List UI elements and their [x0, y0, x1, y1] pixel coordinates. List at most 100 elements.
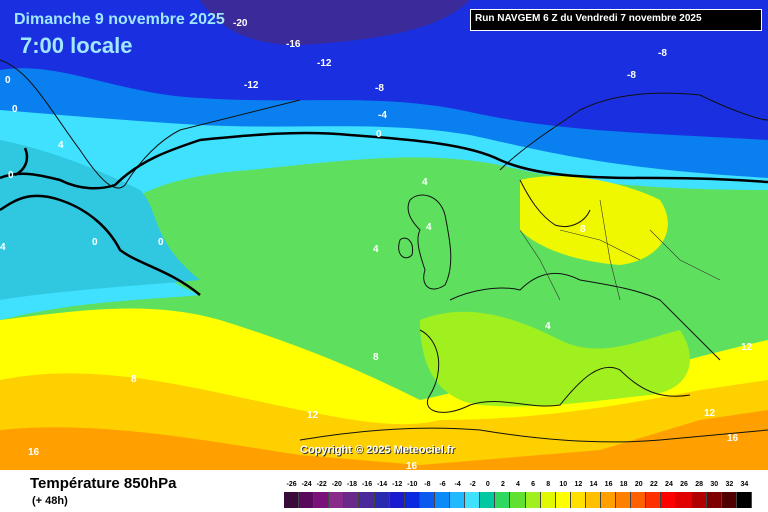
field-purple — [200, 0, 470, 45]
isotherm-label: 4 — [0, 242, 6, 253]
legend-value: -6 — [439, 481, 446, 488]
isotherm-label: -12 — [317, 58, 332, 69]
legend-swatch — [585, 492, 601, 508]
legend-swatch — [525, 492, 541, 508]
isotherm-label: 4 — [373, 244, 379, 255]
legend-value: 2 — [500, 481, 505, 488]
temperature-map: -20 -16 -12 -12 -8 -8 -8 -4 0 0 0 0 0 4 … — [0, 0, 768, 470]
isotherm-label: 12 — [704, 408, 716, 419]
legend-value: 14 — [589, 481, 598, 488]
isotherm-label: 12 — [307, 410, 319, 421]
legend-value: 6 — [531, 481, 536, 488]
isotherm-label: -12 — [244, 80, 259, 91]
legend-swatch — [314, 492, 330, 508]
legend-swatch — [465, 492, 481, 508]
isotherm-label: 16 — [28, 447, 40, 458]
legend-value: 0 — [485, 481, 490, 488]
legend-value: 18 — [619, 481, 628, 488]
legend-value: 16 — [604, 481, 613, 488]
legend-value: -18 — [346, 481, 357, 488]
legend-swatch — [721, 492, 737, 508]
isotherm-label: 0 — [8, 170, 14, 181]
legend-value: 24 — [665, 481, 673, 488]
legend-swatch — [646, 492, 662, 508]
run-info-box: Run NAVGEM 6 Z du Vendredi 7 novembre 20… — [470, 9, 762, 31]
isotherm-label: 16 — [727, 433, 739, 444]
isotherm-label: -8 — [375, 83, 384, 94]
legend-swatch — [600, 492, 617, 508]
forecast-date: Dimanche 9 novembre 2025 — [14, 11, 225, 28]
isotherm-label: 0 — [92, 237, 98, 248]
field-cyan — [0, 110, 768, 320]
forecast-range: (+ 48h) — [32, 495, 68, 507]
legend-swatch — [570, 492, 586, 508]
legend-value: 22 — [649, 481, 658, 488]
legend-swatch — [736, 492, 752, 508]
legend-value: 4 — [516, 481, 520, 488]
isotherm-label: 8 — [373, 352, 379, 363]
field-blue — [0, 68, 768, 185]
coastline-europe — [419, 272, 721, 413]
isotherm-label: 0 — [158, 237, 164, 248]
isotherm-label: -4 — [378, 110, 387, 121]
field-teal — [0, 140, 200, 300]
legend-value: -16 — [361, 481, 373, 488]
isotherm-label: -16 — [286, 39, 301, 50]
isotherm-label: -20 — [233, 18, 248, 29]
legend-value: -12 — [392, 481, 403, 488]
legend-swatch — [691, 492, 707, 508]
run-info: Run NAVGEM 6 Z du Vendredi 7 novembre 20… — [475, 13, 702, 24]
legend-swatch — [616, 492, 632, 508]
legend-value: 34 — [740, 481, 749, 488]
legend-swatch — [374, 492, 390, 508]
isotherm-labels: -20 -16 -12 -12 -8 -8 -8 -4 0 0 0 0 0 4 … — [0, 18, 753, 470]
legend-swatch — [661, 492, 677, 508]
legend-swatch — [676, 492, 692, 508]
legend-swatch — [510, 492, 526, 508]
coastline-british-isles — [398, 194, 452, 290]
legend-swatch — [284, 492, 300, 508]
isotherm-label: 4 — [426, 222, 432, 233]
legend-swatch — [344, 492, 360, 508]
legend-swatch — [299, 492, 315, 508]
legend-value: 26 — [680, 481, 688, 488]
legend-swatch — [404, 492, 420, 508]
legend-value: -22 — [316, 481, 327, 488]
legend-swatch — [540, 492, 556, 508]
coastline-scandinavia — [499, 92, 768, 227]
legend-value: 28 — [695, 481, 704, 488]
isotherm-label: 4 — [545, 321, 551, 332]
field-light-yellow — [520, 176, 668, 265]
isotherm-label: 0 — [12, 104, 18, 115]
isotherm-zero — [0, 131, 768, 296]
legend-swatch — [389, 492, 405, 508]
legend-value: 30 — [710, 481, 719, 488]
isotherm-label: 8 — [580, 224, 586, 235]
isotherm-label: 0 — [5, 75, 11, 86]
legend-value: 8 — [546, 481, 551, 488]
forecast-time: 7:00 locale — [20, 33, 133, 58]
legend-value: -26 — [286, 481, 297, 488]
legend-swatch — [329, 492, 345, 508]
coastline-greenland — [0, 59, 301, 189]
isotherm-label: 4 — [422, 177, 428, 188]
legend-swatch — [495, 492, 511, 508]
legend-swatch — [706, 492, 722, 508]
legend-swatch — [480, 492, 496, 508]
legend-value: 10 — [559, 481, 568, 488]
legend-value: -14 — [377, 481, 388, 488]
copyright-notice: Copyright © 2025 Meteociel.fr — [300, 444, 455, 456]
legend-value: 32 — [725, 481, 734, 488]
legend-value: -24 — [301, 481, 312, 488]
isotherm-label: 16 — [406, 461, 418, 470]
legend-value: 12 — [574, 481, 583, 488]
legend-labels: -26 -24 -22 -20 -18 -16 -14 -12 -10 -8 -6 -4 -2 0 2 4 6 8… — [280, 481, 752, 491]
legend-value: -4 — [454, 481, 461, 488]
isotherm-label: 8 — [131, 374, 137, 385]
legend-value: 20 — [634, 481, 643, 488]
legend-value: -20 — [331, 481, 342, 488]
isotherm-label: -8 — [658, 48, 667, 59]
country-borders — [519, 199, 721, 301]
legend-value: -2 — [469, 481, 476, 488]
